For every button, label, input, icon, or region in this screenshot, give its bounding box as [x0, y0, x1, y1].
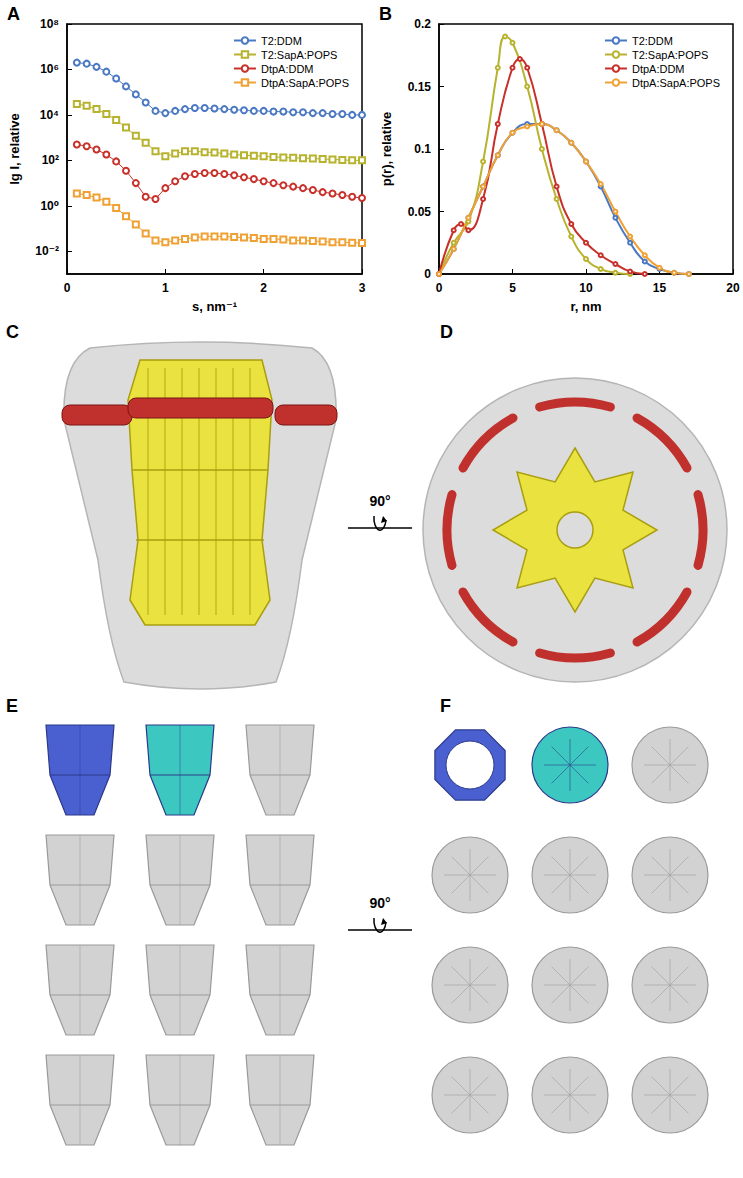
svg-text:DtpA:DDM: DtpA:DDM — [632, 63, 685, 75]
svg-text:T2:DDM: T2:DDM — [632, 35, 673, 47]
svg-text:p(r), relative: p(r), relative — [379, 112, 394, 186]
svg-text:5: 5 — [509, 281, 516, 295]
svg-text:3: 3 — [359, 281, 366, 295]
svg-text:DtpA:DDM: DtpA:DDM — [261, 63, 314, 75]
svg-text:10⁻²: 10⁻² — [35, 244, 59, 258]
svg-text:90°: 90° — [369, 895, 390, 911]
svg-text:B: B — [379, 4, 392, 24]
svg-text:20: 20 — [726, 281, 740, 295]
svg-text:C: C — [6, 322, 19, 342]
svg-text:lg I, relative: lg I, relative — [7, 113, 22, 185]
svg-text:D: D — [440, 322, 453, 342]
svg-text:T2:SapA:POPS: T2:SapA:POPS — [261, 49, 337, 61]
svg-text:15: 15 — [653, 281, 667, 295]
svg-text:1: 1 — [162, 281, 169, 295]
svg-text:0.05: 0.05 — [408, 205, 432, 219]
svg-text:DtpA:SapA:POPS: DtpA:SapA:POPS — [261, 77, 349, 89]
svg-text:0: 0 — [64, 281, 71, 295]
svg-text:r, nm: r, nm — [570, 299, 601, 314]
svg-text:0.1: 0.1 — [414, 142, 431, 156]
svg-text:DtpA:SapA:POPS: DtpA:SapA:POPS — [632, 77, 720, 89]
svg-text:F: F — [440, 696, 451, 716]
svg-text:2: 2 — [260, 281, 267, 295]
svg-text:10⁴: 10⁴ — [40, 108, 59, 122]
svg-text:10²: 10² — [42, 153, 59, 167]
svg-text:A: A — [7, 4, 20, 24]
svg-text:10⁶: 10⁶ — [40, 62, 59, 76]
svg-text:0: 0 — [436, 281, 443, 295]
svg-text:10: 10 — [579, 281, 593, 295]
svg-text:90°: 90° — [369, 493, 390, 509]
svg-text:T2:DDM: T2:DDM — [261, 35, 302, 47]
svg-text:10⁰: 10⁰ — [40, 199, 59, 213]
svg-text:0.15: 0.15 — [408, 80, 432, 94]
svg-text:T2:SapA:POPS: T2:SapA:POPS — [632, 49, 708, 61]
svg-text:E: E — [6, 696, 18, 716]
svg-text:0: 0 — [424, 267, 431, 281]
svg-text:10⁸: 10⁸ — [40, 17, 59, 31]
svg-text:s, nm⁻¹: s, nm⁻¹ — [192, 299, 237, 314]
svg-text:0.2: 0.2 — [414, 17, 431, 31]
